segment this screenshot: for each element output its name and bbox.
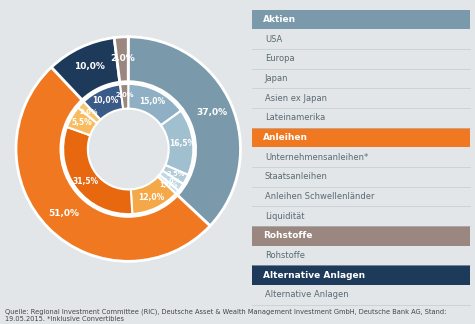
Text: Europa: Europa	[265, 54, 294, 64]
Text: Japan: Japan	[265, 74, 288, 83]
Text: 2,0%: 2,0%	[115, 92, 134, 98]
Text: 1,0%: 1,0%	[160, 182, 178, 188]
Text: 2,0%: 2,0%	[80, 109, 98, 115]
Wedge shape	[162, 165, 188, 184]
Wedge shape	[131, 177, 176, 214]
Text: 16,5%: 16,5%	[169, 139, 195, 148]
Bar	[252, 226, 470, 246]
Wedge shape	[78, 101, 101, 123]
Text: 51,0%: 51,0%	[48, 209, 79, 218]
Text: Alternative Anlagen: Alternative Anlagen	[265, 290, 349, 299]
Text: Staatsanleihen: Staatsanleihen	[265, 172, 328, 181]
Text: Quelle: Regional Investment Committee (RIC), Deutsche Asset & Wealth Management : Quelle: Regional Investment Committee (R…	[5, 309, 446, 322]
Text: 10,0%: 10,0%	[74, 62, 105, 71]
Text: 2,5%: 2,5%	[167, 171, 185, 177]
Wedge shape	[161, 111, 193, 175]
Text: 10,0%: 10,0%	[92, 96, 118, 105]
Text: Rohstoffe: Rohstoffe	[263, 231, 312, 240]
Wedge shape	[16, 67, 210, 261]
Bar	[252, 10, 470, 29]
Wedge shape	[160, 171, 183, 191]
Wedge shape	[63, 127, 133, 214]
Text: Asien ex Japan: Asien ex Japan	[265, 94, 327, 103]
Wedge shape	[51, 38, 120, 100]
Bar	[252, 128, 470, 147]
Text: 2,0%: 2,0%	[162, 178, 181, 184]
Text: Alternative Anlagen: Alternative Anlagen	[263, 271, 365, 280]
Wedge shape	[114, 37, 128, 82]
Text: 5,5%: 5,5%	[71, 118, 92, 127]
Wedge shape	[84, 85, 123, 120]
Text: Liquidität: Liquidität	[265, 212, 304, 221]
Text: Lateinamerika: Lateinamerika	[265, 113, 325, 122]
Text: Rohstoffe: Rohstoffe	[265, 251, 305, 260]
Wedge shape	[128, 84, 181, 125]
Bar	[252, 265, 470, 285]
Wedge shape	[128, 37, 240, 226]
Text: USA: USA	[265, 35, 282, 44]
Wedge shape	[158, 175, 179, 194]
Text: Unternehmensanleihen*: Unternehmensanleihen*	[265, 153, 368, 162]
Text: 12,0%: 12,0%	[138, 193, 164, 202]
Text: Anleihen: Anleihen	[263, 133, 308, 142]
Text: Aktien: Aktien	[263, 15, 296, 24]
Wedge shape	[67, 108, 97, 135]
Text: 2,0%: 2,0%	[110, 54, 135, 63]
Wedge shape	[120, 84, 128, 109]
Text: 37,0%: 37,0%	[196, 109, 227, 117]
Text: 15,0%: 15,0%	[140, 97, 166, 106]
Text: 31,5%: 31,5%	[72, 177, 98, 186]
Text: Anleihen Schwellenländer: Anleihen Schwellenländer	[265, 192, 374, 201]
